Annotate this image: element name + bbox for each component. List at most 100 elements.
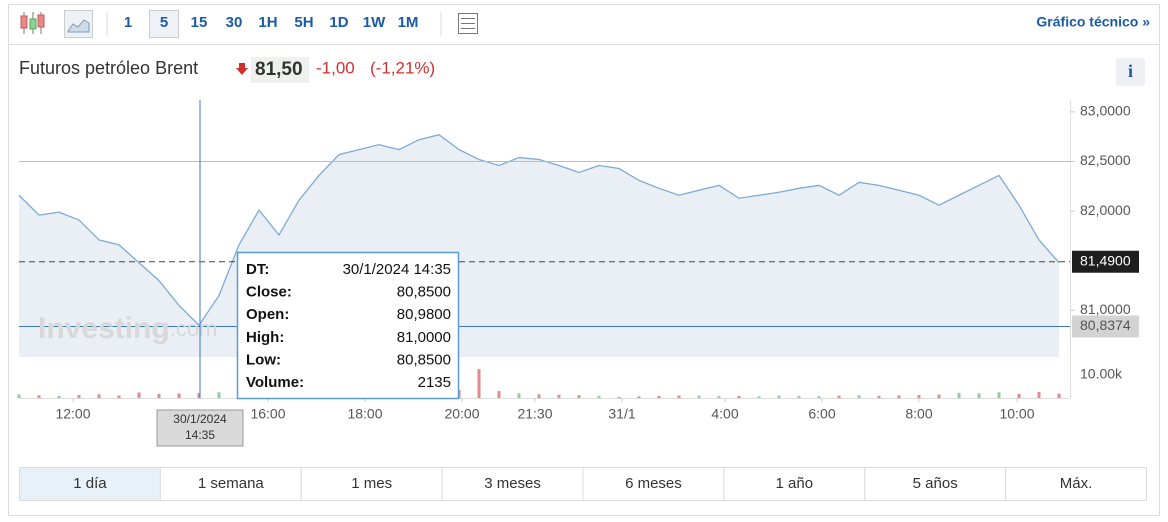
tooltip-value: 80,8500 (397, 284, 451, 301)
volume-bar (557, 394, 561, 398)
tooltip-value: 81,0000 (397, 329, 451, 346)
tooltip-value: 30/1/2024 14:35 (343, 261, 451, 278)
interval[interactable]: 5H (294, 14, 313, 31)
tooltip-key: Volume: (246, 374, 304, 391)
last-price-label: 81,4900 (1080, 252, 1131, 268)
volume-bar (37, 395, 41, 398)
price-line (18, 134, 1060, 327)
technical-chart-link[interactable]: Gráfico técnico » (1036, 14, 1150, 30)
info-icon[interactable]: i (1128, 61, 1133, 81)
range-button[interactable] (582, 467, 725, 501)
x-tick-label: 10:00 (999, 406, 1034, 422)
volume-bar (897, 395, 901, 398)
range-label[interactable]: 1 día (73, 475, 107, 492)
volume-bar (957, 392, 961, 398)
range-label[interactable]: 1 semana (198, 475, 265, 492)
tooltip-value: 2135 (418, 374, 451, 391)
range-button[interactable] (19, 467, 161, 501)
tooltip-key: Low: (246, 351, 281, 368)
x-tick-label: 31/1 (608, 406, 635, 422)
range-bar: 1 día 1 semana 1 mes 3 meses 6 meses 1 año 5 a… (19, 467, 1147, 501)
volume-bar (577, 395, 581, 398)
volume-bar (537, 394, 541, 398)
interval[interactable]: 1D (329, 14, 348, 31)
y-tick-label: 81,0000 (1080, 301, 1131, 317)
volume-bar (677, 395, 681, 398)
interval[interactable]: 1M (398, 14, 419, 31)
range-label[interactable]: 3 meses (484, 475, 541, 492)
tooltip-key: DT: (246, 261, 269, 278)
tooltip-key: Close: (246, 284, 292, 301)
volume-bar (997, 392, 1001, 398)
volume-bar (517, 393, 521, 398)
table-icon[interactable] (458, 13, 478, 34)
interval[interactable]: 1H (258, 14, 277, 31)
volume-bar (1017, 393, 1021, 398)
volume-bar (877, 395, 881, 398)
watermark-suffix: .com (170, 316, 218, 341)
volume-bar (917, 395, 921, 398)
change-percent: (-1,21%) (370, 58, 435, 77)
volume-bar (197, 393, 201, 398)
range-label[interactable]: 1 año (776, 475, 814, 492)
candle-icon[interactable] (20, 12, 45, 34)
range-label[interactable]: 6 meses (625, 475, 682, 492)
last-price-box (1072, 250, 1139, 273)
range-button[interactable] (159, 467, 302, 501)
x-tick-label: 18:00 (347, 406, 382, 422)
volume-bar (757, 396, 761, 398)
x-tick-label: 16:00 (250, 406, 285, 422)
interval-selected[interactable] (149, 10, 179, 38)
last-price-bg (251, 57, 309, 83)
volume-bar (817, 396, 821, 398)
info-button[interactable] (1116, 58, 1145, 86)
volume-bar (597, 395, 601, 398)
y-tick-label: 82,0000 (1080, 202, 1131, 218)
crosshair-price-label: 80,8374 (1080, 317, 1131, 333)
volume-bar (77, 395, 81, 398)
watermark-brand: Investing (38, 312, 170, 345)
volume-bar (217, 392, 221, 398)
interval[interactable]: 30 (226, 14, 243, 31)
instrument-name: Futuros petróleo Brent (19, 58, 198, 78)
tooltip-key: Open: (246, 306, 289, 323)
volume-bar (137, 392, 141, 398)
crosshair-time-box (156, 409, 244, 447)
volume-bar (97, 394, 101, 398)
range-label[interactable]: Máx. (1060, 475, 1093, 492)
volume-bar (1037, 392, 1041, 398)
range-button[interactable] (1005, 467, 1147, 501)
volume-bar (657, 395, 661, 398)
crosshair-time-label: 30/1/2024 (173, 412, 227, 426)
x-tick-label: 6:00 (808, 406, 835, 422)
interval[interactable]: 5 (160, 14, 168, 31)
interval[interactable]: 1 (124, 14, 132, 31)
volume-bar (697, 395, 701, 398)
volume-bar (777, 395, 781, 398)
change: -1,00 (316, 58, 355, 77)
tooltip-key: High: (246, 329, 284, 346)
volume-bar (977, 393, 981, 398)
volume-bar (57, 395, 61, 398)
interval[interactable]: 15 (191, 14, 208, 31)
range-button[interactable] (723, 467, 866, 501)
volume-bar (837, 395, 841, 398)
tooltip-value: 80,8500 (397, 351, 451, 368)
y-tick-label: 83,0000 (1080, 103, 1131, 119)
range-label[interactable]: 5 años (913, 475, 958, 492)
range-label[interactable]: 1 mes (351, 475, 392, 492)
x-tick-label: 12:00 (55, 406, 90, 422)
range-button[interactable] (864, 467, 1007, 501)
x-tick-label: 4:00 (711, 406, 738, 422)
volume-bar (157, 393, 161, 398)
interval[interactable]: 1W (363, 14, 386, 31)
crosshair-price-box (1072, 315, 1139, 338)
volume-bar (857, 395, 861, 398)
volume-bar (637, 396, 641, 398)
volume-bar (717, 396, 721, 398)
volume-bar (937, 394, 941, 398)
watermark: Investing.com (38, 312, 217, 345)
